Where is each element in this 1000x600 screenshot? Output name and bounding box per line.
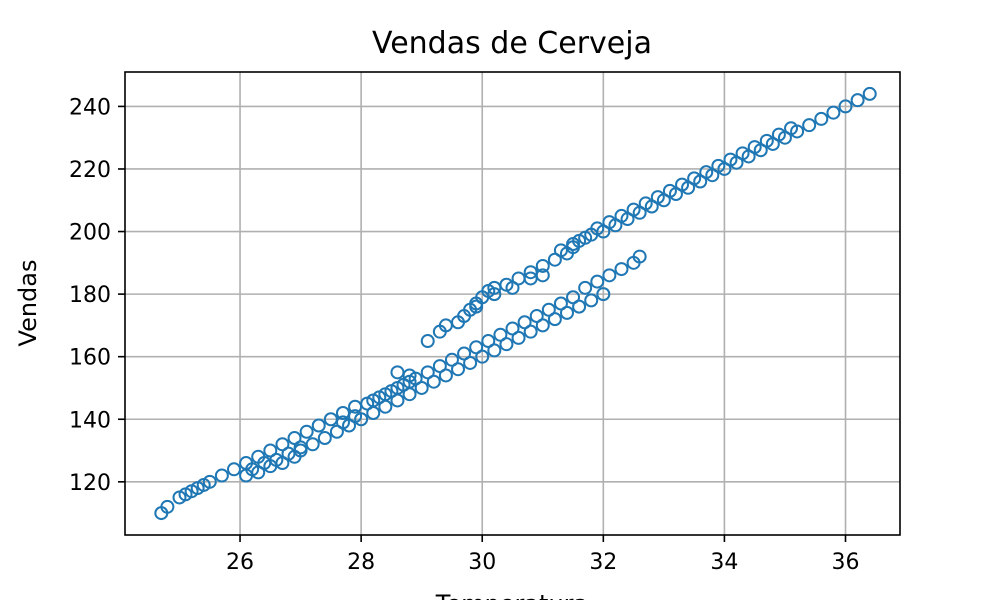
data-point <box>711 158 726 173</box>
data-point <box>245 462 260 477</box>
data-point <box>547 312 562 327</box>
data-point <box>402 387 417 402</box>
y-tick-label: 160 <box>69 346 111 371</box>
data-point <box>687 171 702 186</box>
x-tick-label: 36 <box>832 550 860 575</box>
data-point <box>487 287 502 302</box>
chart-title: Vendas de Cerveja <box>372 26 652 61</box>
data-point <box>366 405 381 420</box>
data-point <box>578 230 593 245</box>
grid <box>125 72 900 535</box>
data-point <box>523 271 538 286</box>
data-point <box>390 365 405 380</box>
data-point <box>366 393 381 408</box>
data-point <box>523 324 538 339</box>
data-point <box>784 121 799 136</box>
data-point <box>735 146 750 161</box>
data-point <box>814 111 829 126</box>
data-point <box>590 274 605 289</box>
y-tick-label: 220 <box>69 158 111 183</box>
data-points <box>154 86 877 521</box>
data-point <box>463 355 478 370</box>
data-point <box>566 237 581 252</box>
x-tick-label: 26 <box>226 550 254 575</box>
data-point <box>675 177 690 192</box>
data-point <box>281 446 296 461</box>
data-point <box>759 133 774 148</box>
data-point <box>390 393 405 408</box>
data-point <box>202 474 217 489</box>
data-point <box>602 268 617 283</box>
data-point <box>723 152 738 167</box>
data-point <box>475 349 490 364</box>
data-point <box>590 221 605 236</box>
data-point <box>335 415 350 430</box>
x-tick-label: 34 <box>710 550 738 575</box>
data-point <box>862 86 877 101</box>
data-point <box>160 499 175 514</box>
data-point <box>614 262 629 277</box>
data-point <box>699 165 714 180</box>
data-point <box>378 387 393 402</box>
data-point <box>451 362 466 377</box>
data-point <box>578 280 593 295</box>
x-tick-label: 30 <box>468 550 496 575</box>
axis-ticks: 26 28 30 32 34 36 120 140 160 180 200 220 240 <box>69 95 860 575</box>
data-point <box>638 196 653 211</box>
data-point <box>559 305 574 320</box>
data-point <box>214 468 229 483</box>
data-point <box>257 456 272 471</box>
data-point <box>378 399 393 414</box>
data-point <box>535 318 550 333</box>
x-axis-label: Temperatura <box>435 590 589 600</box>
data-point <box>614 208 629 223</box>
data-point <box>626 202 641 217</box>
data-point <box>602 215 617 230</box>
data-point <box>438 368 453 383</box>
data-point <box>469 299 484 314</box>
y-tick-label: 120 <box>69 471 111 496</box>
data-point <box>402 374 417 389</box>
data-point <box>311 418 326 433</box>
data-point <box>553 243 568 258</box>
data-point <box>662 183 677 198</box>
data-point <box>317 431 332 446</box>
data-point <box>650 190 665 205</box>
data-point <box>293 440 308 455</box>
data-point <box>390 380 405 395</box>
data-point <box>584 293 599 308</box>
data-point <box>632 249 647 264</box>
data-point <box>299 424 314 439</box>
y-axis-label: Vendas <box>14 260 42 347</box>
y-tick-label: 200 <box>69 221 111 246</box>
plot-frame <box>124 71 901 536</box>
data-point <box>596 287 611 302</box>
data-point <box>747 140 762 155</box>
data-point <box>838 99 853 114</box>
data-point <box>511 330 526 345</box>
data-point <box>487 343 502 358</box>
data-point <box>771 127 786 142</box>
data-point <box>426 374 441 389</box>
data-point <box>826 105 841 120</box>
data-point <box>402 368 417 383</box>
y-tick-label: 180 <box>69 283 111 308</box>
x-tick-label: 32 <box>589 550 617 575</box>
x-tick-label: 28 <box>347 550 375 575</box>
data-point <box>414 380 429 395</box>
data-point <box>572 299 587 314</box>
data-point <box>305 437 320 452</box>
data-point <box>226 462 241 477</box>
data-point <box>505 280 520 295</box>
data-point <box>420 334 435 349</box>
data-point <box>499 337 514 352</box>
data-point <box>802 118 817 133</box>
y-tick-label: 140 <box>69 408 111 433</box>
data-point <box>535 258 550 273</box>
data-point <box>850 93 865 108</box>
y-tick-label: 240 <box>69 95 111 120</box>
data-point <box>348 409 363 424</box>
